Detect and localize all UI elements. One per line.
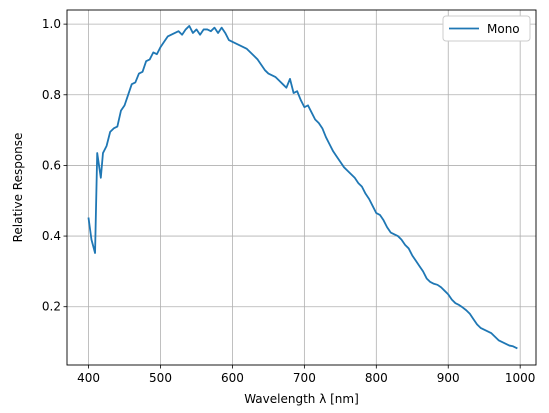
x-tick-label: 1000	[505, 371, 536, 385]
legend-label-mono: Mono	[487, 22, 520, 36]
x-tick-label: 600	[221, 371, 244, 385]
plot-frame	[66, 9, 537, 366]
legend-box	[442, 15, 531, 42]
y-axis-label: Relative Response	[11, 133, 25, 243]
series-line-mono	[87, 24, 518, 350]
y-axis-ticks: 0.2 0.4 0.6 0.8 1.0	[42, 17, 67, 314]
plot-area-background	[67, 10, 536, 365]
x-tick-label: 700	[293, 371, 316, 385]
x-axis-ticks: 400 500 600 700 800 900 1000	[77, 365, 535, 385]
x-tick-label: 400	[77, 371, 100, 385]
y-tick-label: 0.2	[42, 300, 61, 314]
y-tick-label: 0.8	[42, 88, 61, 102]
y-tick-label: 0.6	[42, 158, 61, 172]
y-tick-label: 1.0	[42, 17, 61, 31]
y-tick-label: 0.4	[42, 229, 61, 243]
line-layer	[87, 24, 518, 350]
x-tick-label: 900	[437, 371, 460, 385]
x-tick-label: 500	[149, 371, 172, 385]
legend: Mono	[442, 15, 531, 42]
grid-layer	[67, 10, 536, 365]
x-axis-label: Wavelength λ [nm]	[244, 392, 359, 406]
x-tick-label: 800	[365, 371, 388, 385]
